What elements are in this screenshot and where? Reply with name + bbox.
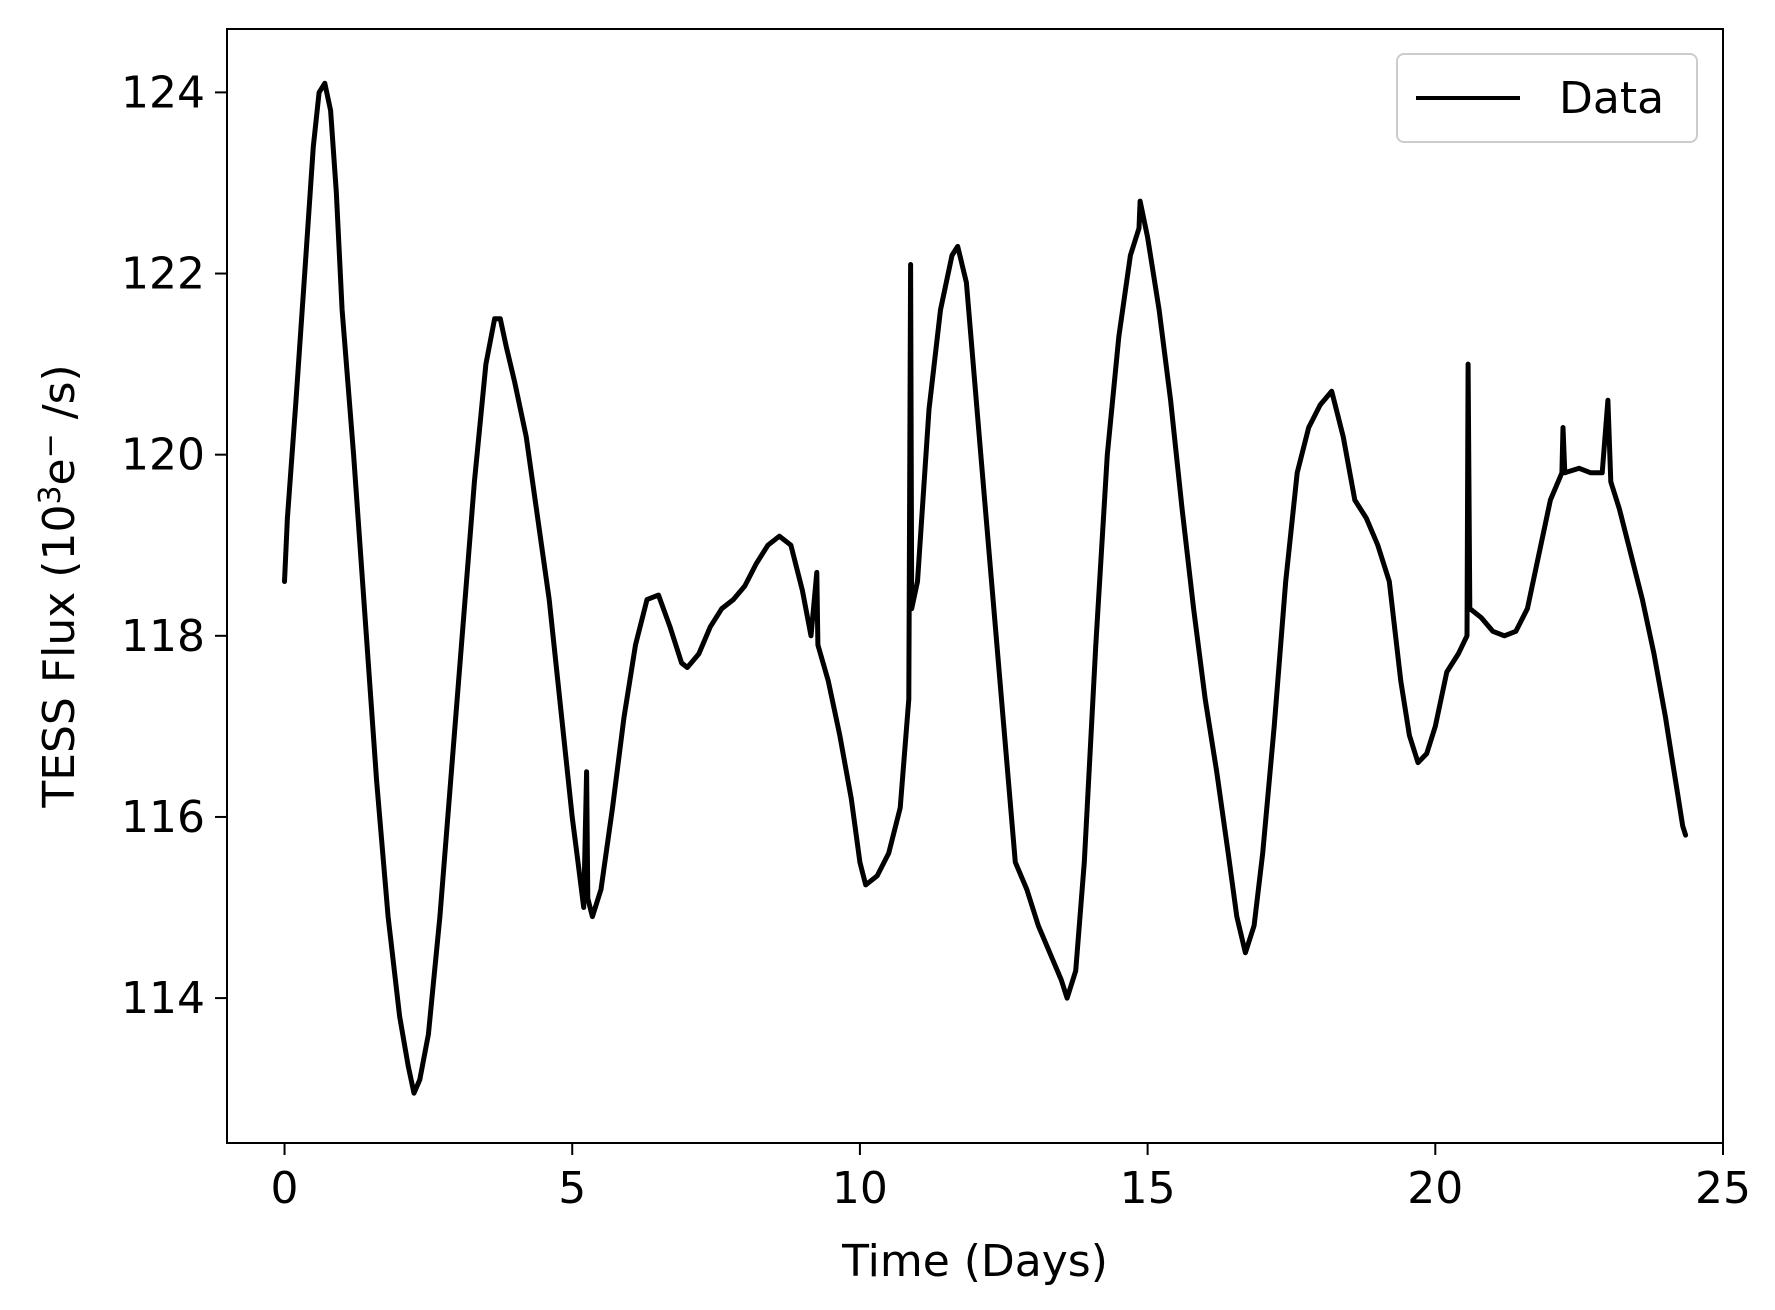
x-axis-ticks: 0 5 10 15 20 25 [271, 1143, 1751, 1214]
y-axis-label: TESS Flux (103e− /s) [33, 364, 85, 808]
x-tick-label: 15 [1120, 1163, 1176, 1214]
y-axis-label-unit: e [34, 458, 85, 485]
y-axis-ticks: 114 116 118 120 122 124 [121, 67, 227, 1024]
y-tick-label: 122 [121, 249, 205, 300]
x-tick-label: 25 [1695, 1163, 1751, 1214]
series-layer [282, 80, 1689, 1096]
axes-frame [226, 28, 1724, 1144]
x-tick-label: 20 [1407, 1163, 1463, 1214]
data-series-line [282, 80, 1689, 1096]
plot-area [227, 29, 1723, 1143]
y-tick-label: 114 [121, 973, 205, 1024]
y-axis-label-prefix: TESS Flux (10 [34, 505, 85, 809]
legend-label-data: Data [1559, 73, 1664, 124]
y-tick-label: 120 [121, 430, 205, 481]
x-axis-label: Time (Days) [841, 1236, 1108, 1287]
y-axis-label-suffix: /s) [34, 364, 85, 433]
legend-box [1396, 53, 1698, 143]
legend: Data [1396, 53, 1698, 143]
x-tick-label: 0 [271, 1163, 299, 1214]
y-tick-label: 118 [121, 611, 205, 662]
y-axis-label-superscript: − [33, 433, 68, 458]
y-tick-label: 124 [121, 67, 205, 118]
y-axis-label-exponent: 3 [33, 485, 68, 504]
y-tick-label: 116 [121, 792, 205, 843]
x-tick-label: 10 [832, 1163, 888, 1214]
x-tick-label: 5 [558, 1163, 586, 1214]
